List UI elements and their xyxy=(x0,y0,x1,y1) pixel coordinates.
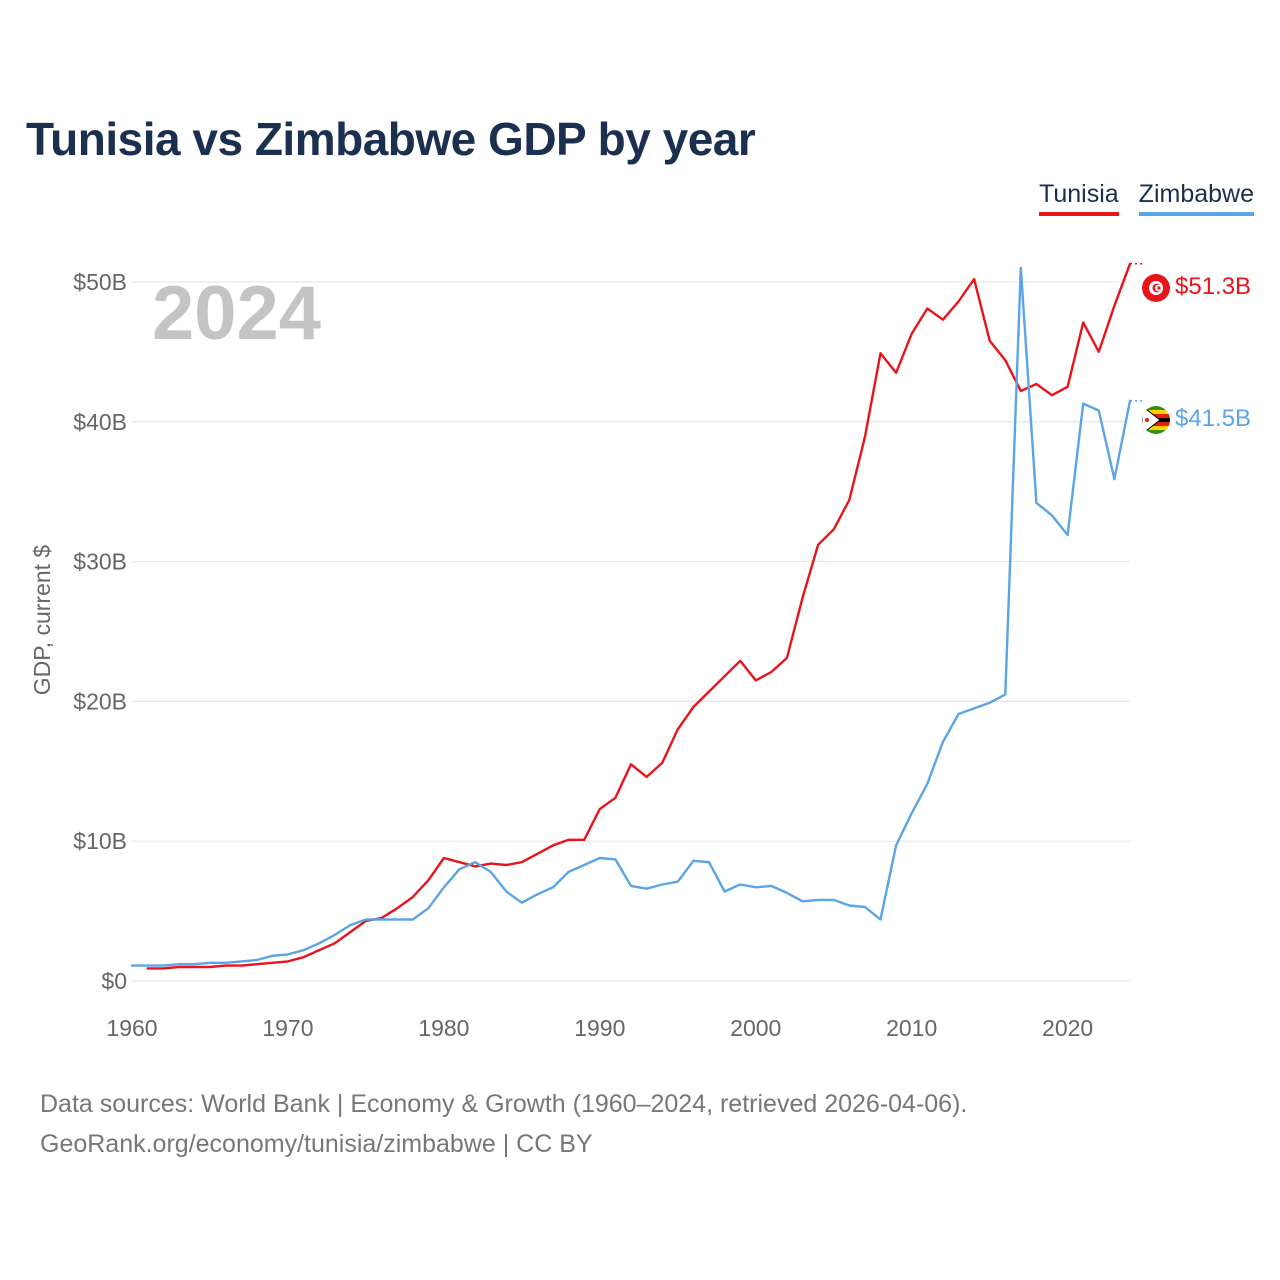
y-tick-label: $30B xyxy=(73,549,127,575)
flag-zimbabwe-icon xyxy=(1142,406,1170,434)
x-tick-label: 2010 xyxy=(886,1015,937,1041)
chart-title: Tunisia vs Zimbabwe GDP by year xyxy=(26,113,756,165)
x-tick-label: 2000 xyxy=(730,1015,781,1041)
y-tick-label: $0 xyxy=(101,968,127,994)
legend-item-zimbabwe[interactable]: Zimbabwe xyxy=(1138,180,1254,216)
year-label: 2024 xyxy=(152,271,321,356)
x-axis: 1960 1970 1980 1990 2000 2010 2020 xyxy=(106,1015,1093,1041)
x-tick-label: 1960 xyxy=(106,1015,157,1041)
grid-lines xyxy=(132,281,1130,982)
y-axis: $0 $10B $20B $30B $40B $50B xyxy=(73,269,127,994)
x-tick-label: 1980 xyxy=(418,1015,469,1041)
x-tick-label: 1990 xyxy=(574,1015,625,1041)
footer: Data sources: World Bank | Economy & Gro… xyxy=(40,1084,967,1164)
series-lines xyxy=(130,262,1142,970)
legend: Tunisia Zimbabwe xyxy=(1039,180,1254,216)
footer-sources: Data sources: World Bank | Economy & Gro… xyxy=(40,1090,968,1118)
end-label-zimbabwe: $41.5B xyxy=(1175,405,1251,432)
end-label-tunisia: $51.3B xyxy=(1175,273,1251,300)
x-tick-label: 1970 xyxy=(262,1015,313,1041)
y-tick-label: $50B xyxy=(73,269,127,295)
flag-tunisia-icon xyxy=(1142,274,1170,302)
legend-item-tunisia[interactable]: Tunisia xyxy=(1039,180,1119,216)
y-tick-label: $20B xyxy=(73,688,127,714)
y-axis-label: GDP, current $ xyxy=(29,545,55,696)
y-tick-label: $10B xyxy=(73,828,127,854)
footer-link[interactable]: GeoRank.org/economy/tunisia/zimbabwe | C… xyxy=(40,1130,593,1158)
y-tick-label: $40B xyxy=(73,409,127,435)
series-line-zimbabwe xyxy=(130,266,1132,967)
series-line-tunisia xyxy=(146,262,1132,970)
x-tick-label: 2020 xyxy=(1042,1015,1093,1041)
